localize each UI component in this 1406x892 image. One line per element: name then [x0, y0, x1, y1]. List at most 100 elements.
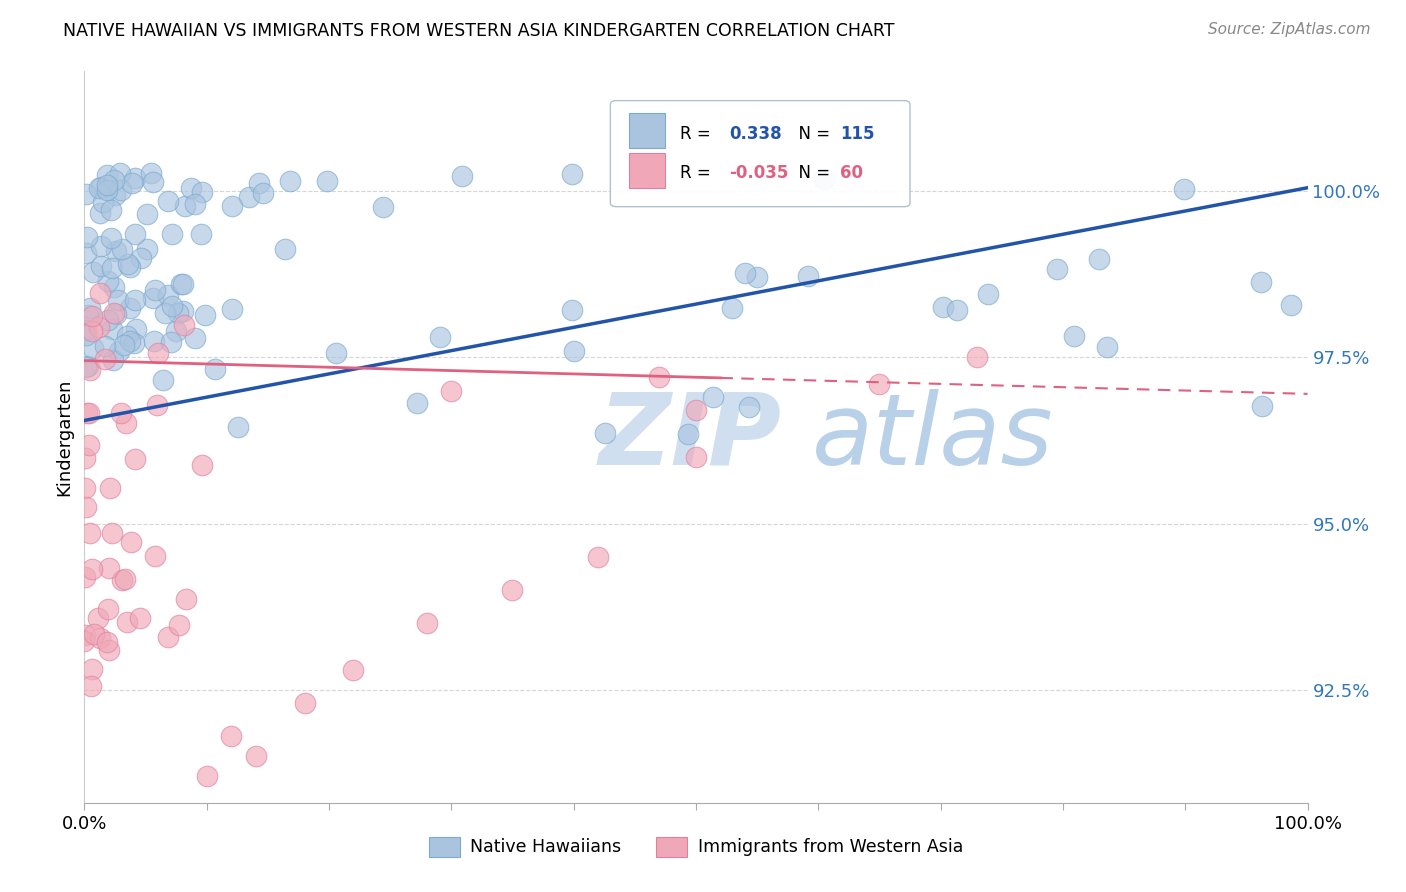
- Point: [966, 351, 988, 365]
- Point: [977, 287, 1000, 301]
- Point: [124, 170, 146, 185]
- Point: [73, 450, 96, 465]
- Point: [142, 291, 165, 305]
- Point: [166, 306, 188, 320]
- Text: N =: N =: [787, 125, 835, 143]
- Point: [294, 696, 316, 710]
- Point: [82, 341, 104, 355]
- Point: [190, 185, 212, 199]
- Point: [1251, 399, 1274, 413]
- Point: [118, 260, 141, 274]
- Point: [720, 301, 742, 315]
- Point: [124, 293, 146, 308]
- Point: [87, 319, 110, 334]
- Point: [1088, 252, 1111, 267]
- Text: 60: 60: [841, 164, 863, 182]
- Point: [75, 500, 97, 514]
- Bar: [628, 113, 665, 148]
- Point: [193, 308, 215, 322]
- Point: [167, 617, 190, 632]
- Point: [738, 400, 761, 414]
- Point: [80, 561, 103, 575]
- Point: [103, 188, 125, 202]
- Point: [245, 749, 267, 764]
- Text: N =: N =: [787, 164, 835, 182]
- Point: [195, 769, 218, 783]
- Point: [80, 324, 103, 338]
- Point: [115, 615, 138, 629]
- Point: [114, 572, 136, 586]
- Point: [247, 176, 270, 190]
- Point: [342, 663, 364, 677]
- Point: [83, 626, 105, 640]
- Point: [79, 363, 101, 377]
- Point: [371, 200, 394, 214]
- Point: [98, 561, 121, 575]
- Point: [121, 177, 143, 191]
- Point: [96, 182, 118, 196]
- Point: [128, 611, 150, 625]
- Point: [1063, 329, 1085, 343]
- Point: [278, 173, 301, 187]
- Point: [91, 195, 114, 210]
- Point: [101, 353, 124, 368]
- Point: [77, 309, 100, 323]
- Point: [77, 406, 100, 420]
- Point: [75, 328, 97, 343]
- Point: [100, 203, 122, 218]
- Bar: [628, 153, 665, 188]
- Text: 115: 115: [841, 125, 875, 143]
- Point: [101, 322, 124, 336]
- Point: [183, 197, 205, 211]
- Point: [87, 611, 110, 625]
- Text: ZIP: ZIP: [598, 389, 782, 485]
- Point: [82, 264, 104, 278]
- Point: [110, 183, 132, 197]
- Point: [143, 334, 166, 349]
- Point: [146, 398, 169, 412]
- FancyBboxPatch shape: [610, 101, 910, 207]
- Point: [1046, 262, 1069, 277]
- Point: [97, 643, 120, 657]
- Point: [190, 227, 212, 242]
- Text: -0.035: -0.035: [728, 164, 789, 182]
- Point: [159, 335, 181, 350]
- Point: [110, 406, 132, 420]
- Point: [135, 242, 157, 256]
- Point: [129, 251, 152, 265]
- Point: [734, 266, 756, 280]
- Point: [157, 630, 180, 644]
- Point: [89, 181, 111, 195]
- Point: [100, 230, 122, 244]
- Point: [562, 344, 585, 359]
- Point: [97, 274, 120, 288]
- Point: [1279, 298, 1302, 312]
- Point: [238, 190, 260, 204]
- Point: [593, 425, 616, 440]
- Point: [1097, 340, 1119, 354]
- Point: [115, 416, 138, 430]
- Point: [173, 318, 195, 333]
- Point: [676, 427, 699, 442]
- Point: [75, 323, 97, 337]
- Point: [561, 167, 583, 181]
- Point: [172, 277, 194, 291]
- Point: [157, 287, 180, 301]
- Point: [100, 482, 122, 496]
- Point: [82, 310, 104, 324]
- Point: [75, 481, 97, 495]
- Point: [162, 227, 184, 241]
- Point: [252, 186, 274, 201]
- Point: [96, 168, 118, 182]
- Point: [73, 570, 96, 584]
- Point: [89, 631, 111, 645]
- Point: [143, 283, 166, 297]
- Point: [108, 166, 131, 180]
- Point: [97, 602, 120, 616]
- Point: [1250, 275, 1272, 289]
- Point: [90, 259, 112, 273]
- Point: [797, 268, 820, 283]
- Point: [75, 187, 97, 202]
- Point: [946, 303, 969, 318]
- Text: NATIVE HAWAIIAN VS IMMIGRANTS FROM WESTERN ASIA KINDERGARTEN CORRELATION CHART: NATIVE HAWAIIAN VS IMMIGRANTS FROM WESTE…: [63, 22, 894, 40]
